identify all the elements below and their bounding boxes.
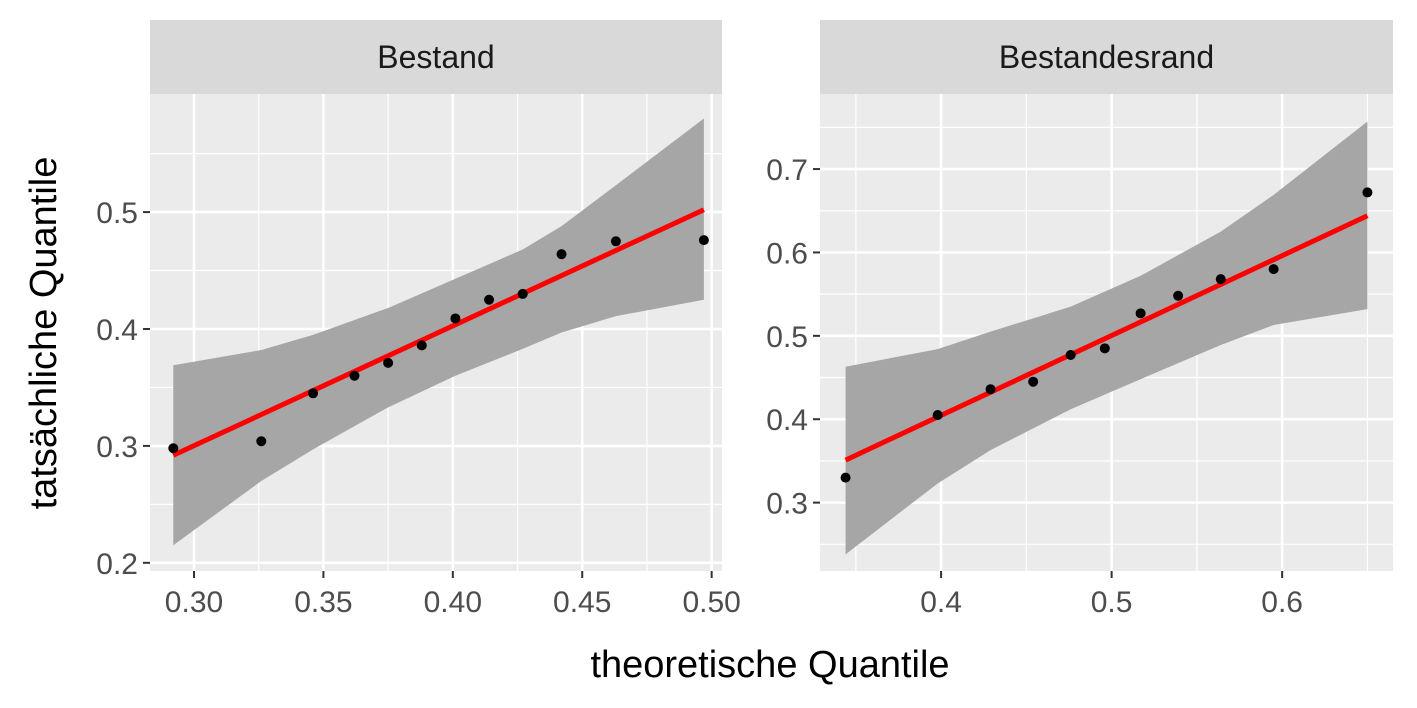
x-tick-label: 0.6 [1261, 586, 1303, 619]
data-point [168, 443, 179, 454]
facet-panel-2: Bestandesrand 0.4 0.5 0.6 0.3 0.4 0.5 0.6 0.7 [766, 20, 1393, 619]
data-point [556, 249, 567, 260]
facet-strip [820, 20, 1393, 94]
data-point [517, 288, 528, 299]
facet-strip [150, 20, 722, 94]
y-tick-label: 0.4 [96, 314, 138, 347]
y-tick-label: 0.4 [766, 404, 808, 437]
y-tick-label: 0.3 [766, 488, 808, 521]
data-point [383, 357, 394, 368]
y-tick-label: 0.6 [766, 237, 808, 270]
data-point [1173, 290, 1184, 301]
data-point [1362, 187, 1373, 198]
y-tick-label: 0.5 [766, 321, 808, 354]
data-point [1065, 350, 1076, 361]
data-point [698, 235, 709, 246]
data-point [985, 384, 996, 395]
data-point [308, 388, 319, 399]
data-point [450, 313, 461, 324]
data-point [484, 294, 495, 305]
data-point [1268, 264, 1279, 275]
y-tick-label: 0.5 [96, 197, 138, 230]
data-point [256, 436, 267, 447]
data-point [1135, 308, 1146, 319]
facet-strip-label: Bestandesrand [999, 39, 1214, 75]
y-tick-label: 0.7 [766, 154, 808, 187]
data-point [1028, 376, 1039, 387]
x-tick-label: 0.4 [920, 586, 962, 619]
data-point [932, 410, 943, 421]
x-tick-label: 0.5 [1091, 586, 1133, 619]
data-point [610, 236, 621, 247]
x-axis-title: theoretische Quantile [590, 644, 949, 686]
data-point [416, 340, 427, 351]
data-point [840, 472, 851, 483]
x-tick-label: 0.40 [424, 586, 482, 619]
fit-line [844, 213, 1369, 463]
data-point [349, 370, 360, 381]
facet-panel-1: Bestand 0.30 0.35 0.40 0.45 0.50 0.2 0.3 0.4 0.5 [96, 20, 741, 619]
y-axis-title: tatsächliche Quantile [23, 157, 65, 510]
x-tick-label: 0.30 [165, 586, 223, 619]
x-tick-label: 0.45 [553, 586, 611, 619]
data-point [1099, 343, 1110, 354]
facet-strip-label: Bestand [377, 39, 494, 75]
y-tick-label: 0.2 [96, 548, 138, 581]
y-tick-label: 0.3 [96, 431, 138, 464]
data-point [1215, 274, 1226, 285]
x-tick-label: 0.50 [682, 586, 740, 619]
fit-line [172, 207, 705, 458]
x-tick-label: 0.35 [294, 586, 352, 619]
